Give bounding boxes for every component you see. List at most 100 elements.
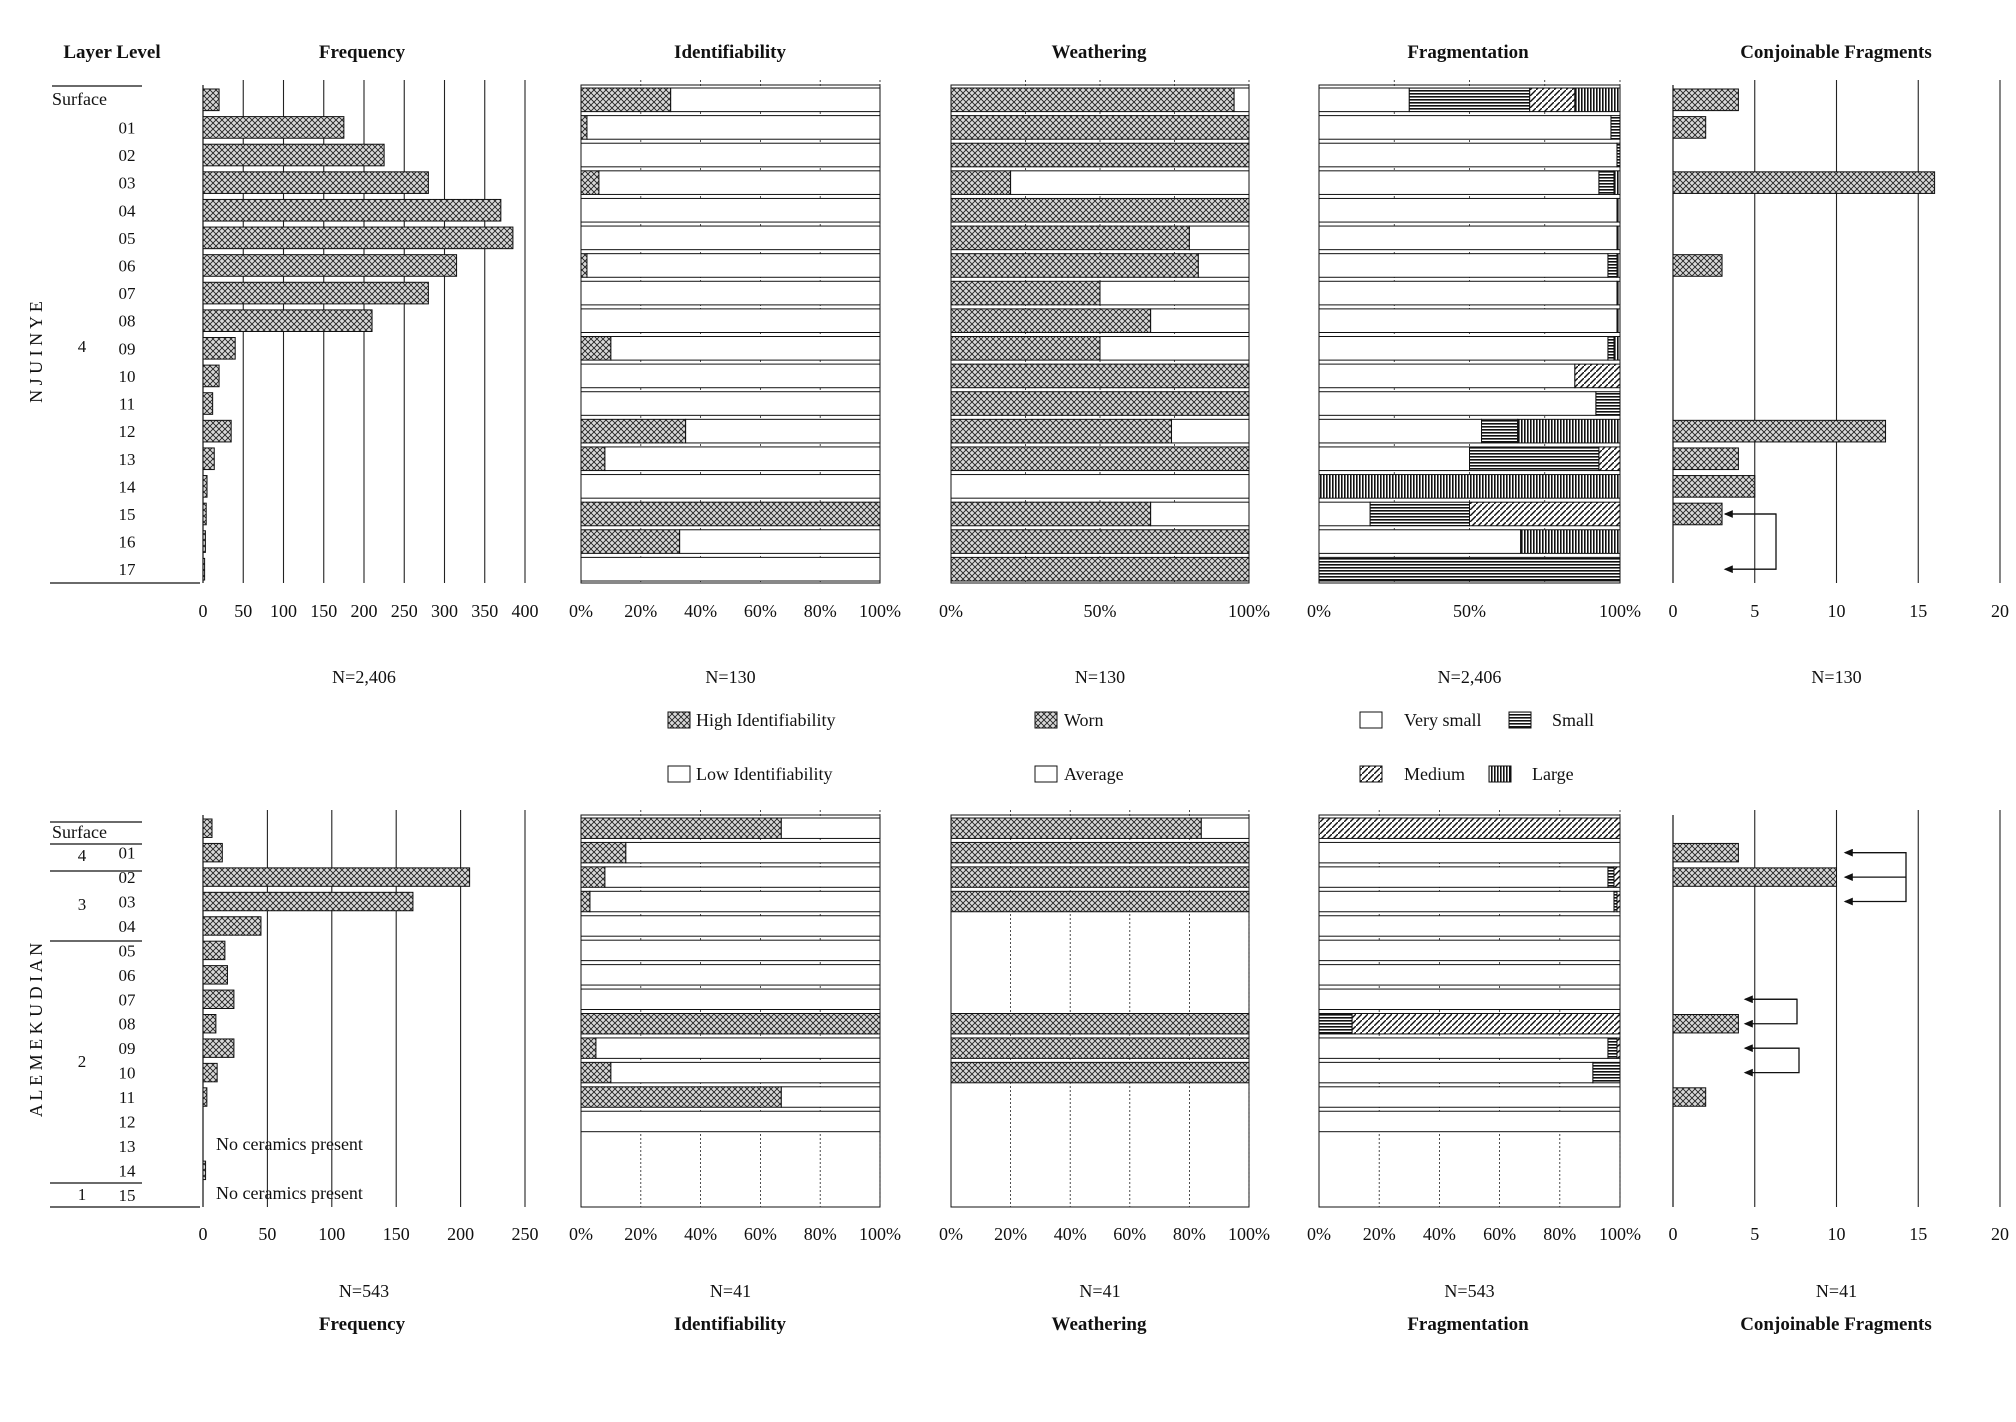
bar-segment-very-small [1318, 890, 1615, 913]
bar-segment-average [1150, 308, 1250, 333]
bar [202, 226, 514, 250]
tick-label: 100% [1599, 1224, 1641, 1244]
bar-segment-low-identifiability [580, 1110, 881, 1133]
header-conjoinable-fragments: Conjoinable Fragments [1740, 42, 1932, 63]
level-label: 12 [119, 1112, 136, 1131]
layer-group-1-bottom: 1 [78, 1185, 87, 1204]
n-label: N=41 [1079, 1281, 1120, 1301]
chart-top-weathering: 0% 50% 100% N=130 [939, 80, 1270, 687]
bar-segment-very-small [1318, 87, 1410, 113]
bar-segment-high-identifiability [580, 87, 672, 113]
level-label: 06 [119, 966, 136, 985]
bar-segment-worn [950, 556, 1250, 582]
tick-label: 50% [1453, 601, 1486, 621]
level-label: 01 [119, 118, 136, 137]
tick-label: 0% [569, 1224, 593, 1244]
tick-label: 100% [1599, 601, 1641, 621]
header-frequency: Frequency [319, 42, 406, 63]
n-label: N=41 [1816, 1281, 1857, 1301]
tick-label: 10 [1828, 601, 1846, 621]
bar [202, 891, 414, 912]
n-label: N=543 [1444, 1281, 1494, 1301]
surface-label-top: Surface [52, 89, 107, 109]
bar [202, 475, 208, 498]
bar-segment-very-small [1318, 253, 1609, 278]
bar-segment-very-small [1318, 280, 1618, 306]
bar-segment-low-identifiability [580, 556, 881, 582]
header-layer-level: Layer Level [63, 42, 160, 63]
tick-label: 0% [1307, 1224, 1331, 1244]
legend-swatch-large [1488, 765, 1512, 783]
level-label: 14 [119, 1161, 137, 1180]
level-label: 15 [119, 505, 136, 524]
bar-segment-medium [1351, 1013, 1621, 1035]
bar-segment-worn [950, 308, 1152, 333]
bar-segment-very-small [1318, 988, 1621, 1010]
legend-label-average: Average [1064, 764, 1124, 784]
bar-segment-small [1607, 253, 1618, 278]
tick-label: 50 [258, 1224, 276, 1244]
level-label: 02 [119, 146, 136, 165]
tick-label: 20% [1363, 1224, 1396, 1244]
bar-segment-high-identifiability [580, 817, 782, 839]
tick-label: 50% [1084, 601, 1117, 621]
legend-fragmentation: Very small Small Medium Large [1359, 710, 1594, 784]
bar-segment-large [1574, 87, 1621, 113]
legend-label-small: Small [1552, 710, 1594, 730]
bar-segment-very-small [1318, 446, 1470, 472]
bar-segment-large [1616, 253, 1621, 278]
tick-label: 100% [859, 601, 901, 621]
bar-segment-high-identifiability [580, 501, 881, 527]
legend-swatch-small [1508, 711, 1532, 729]
legend-swatch-high-identifiability [667, 711, 691, 729]
bar [202, 557, 206, 581]
bar-segment-high-identifiability [580, 446, 606, 472]
bar-segment-low-identifiability [580, 391, 881, 416]
tick-label: 20 [1991, 601, 2009, 621]
legend-swatch-medium [1359, 765, 1383, 783]
n-label: N=41 [710, 1281, 751, 1301]
level-label: 15 [119, 1186, 136, 1205]
bar [202, 364, 220, 388]
bar [202, 1062, 218, 1083]
bar-segment-small [1607, 336, 1615, 361]
chart-top-fragmentation: 0% 50% 100% N=2,406 [1307, 80, 1641, 687]
bar-segment-average [1099, 280, 1250, 306]
bar [202, 842, 223, 863]
bar [1672, 475, 1756, 498]
bar-segment-average [1200, 817, 1250, 839]
refit-connector [1743, 1047, 1800, 1077]
bar-segment-very-small [1318, 1110, 1621, 1133]
bar-segment-high-identifiability [580, 253, 588, 278]
tick-label: 200 [351, 601, 378, 621]
bar-segment-medium [1529, 87, 1576, 113]
bar-segment-large [1616, 280, 1621, 306]
bar-segment-high-identifiability [580, 1061, 612, 1084]
level-label: 12 [119, 422, 136, 441]
level-label: 06 [119, 256, 136, 275]
bar-segment-very-small [1318, 391, 1597, 416]
bar [1672, 1087, 1707, 1107]
bar [202, 530, 206, 553]
tick-label: 15 [1909, 1224, 1927, 1244]
bar-segment-very-small [1318, 115, 1612, 140]
legend-label-medium: Medium [1404, 764, 1465, 784]
level-labels-bottom: 01 02 03 04 05 06 07 08 09 10 11 12 13 14 15 [119, 844, 137, 1205]
bar-segment-low-identifiability [580, 915, 881, 937]
bar-segment-worn [950, 87, 1235, 113]
bar-segment-medium [1613, 866, 1621, 888]
bar [1672, 171, 1936, 194]
n-label: N=130 [705, 667, 755, 687]
bar-segment-average [1188, 225, 1250, 251]
bar-segment-large [1613, 336, 1621, 361]
bar [202, 940, 226, 961]
bar-segment-high-identifiability [580, 841, 627, 864]
bar-segment-high-identifiability [580, 115, 588, 140]
bar-segment-high-identifiability [580, 1013, 881, 1035]
bar-segment-worn [950, 866, 1250, 888]
bar-segment-very-small [1318, 841, 1621, 864]
bar-segment-worn [950, 336, 1101, 361]
bar-segment-small [1616, 142, 1621, 168]
bar-segment-very-small [1318, 142, 1618, 168]
tick-label: 200 [447, 1224, 474, 1244]
